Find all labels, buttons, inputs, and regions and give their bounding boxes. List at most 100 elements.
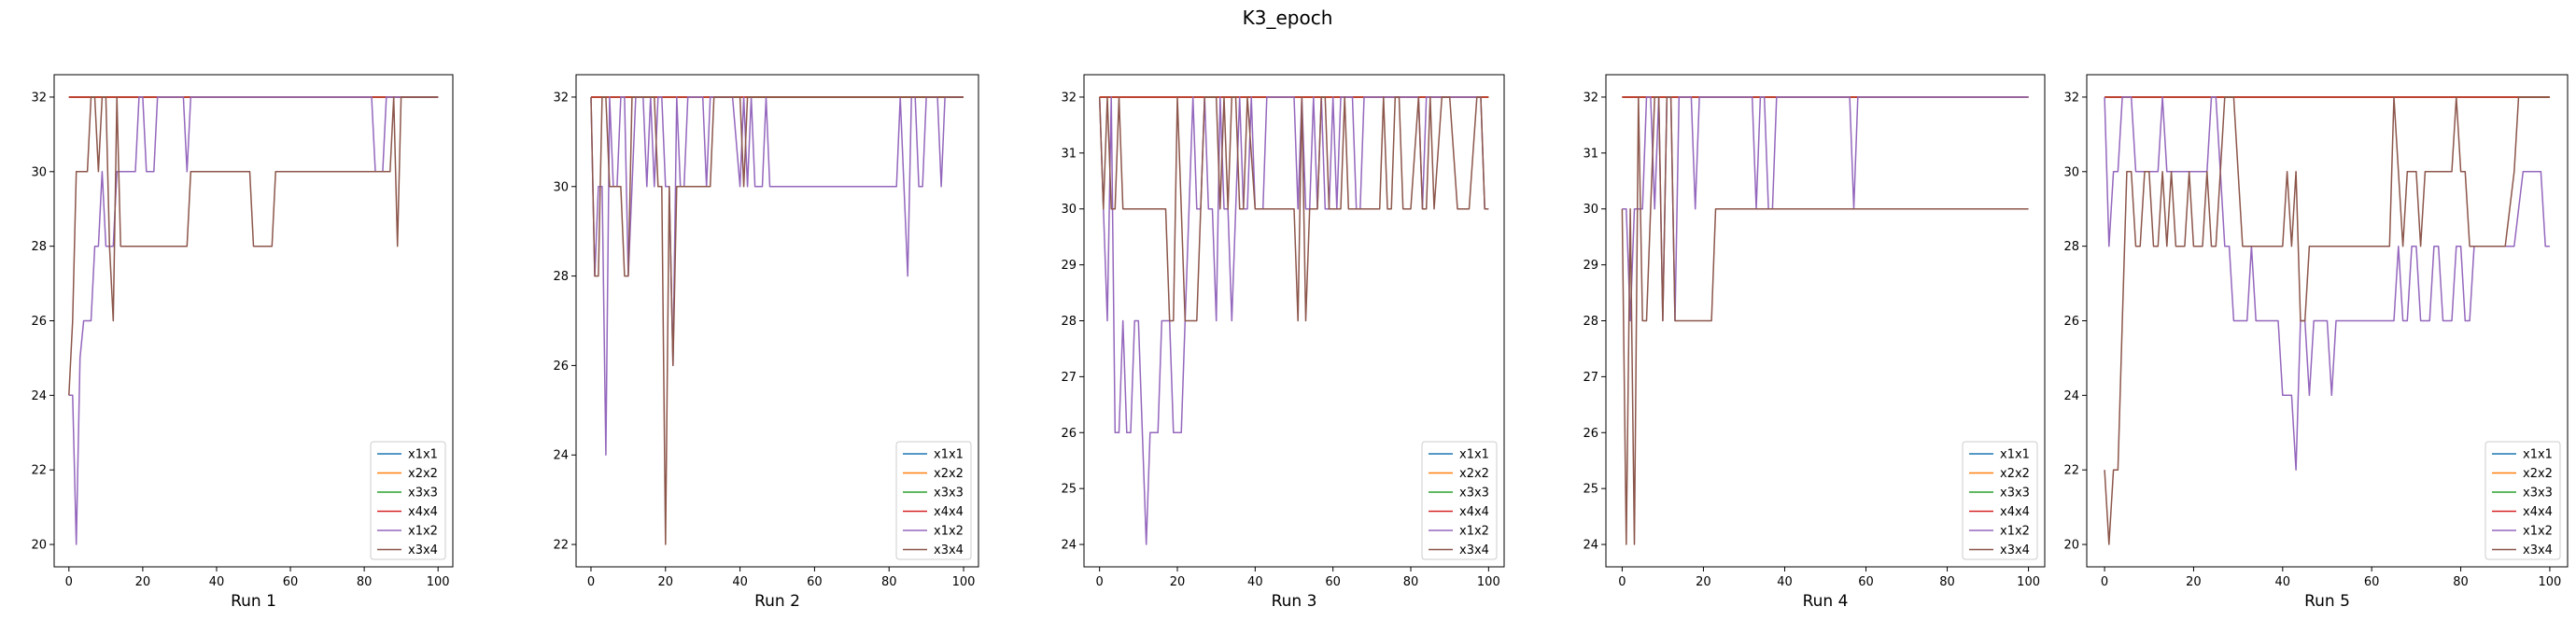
- x-tick-label: 40: [209, 575, 225, 589]
- y-tick-label: 32: [1583, 91, 1598, 105]
- x-tick-label: 60: [1325, 575, 1341, 589]
- legend-label-x3x4: x3x4: [408, 543, 438, 557]
- legend-label-x2x2: x2x2: [1459, 467, 1489, 481]
- legend-label-x1x2: x1x2: [2000, 525, 2030, 539]
- x-tick-label: 0: [1618, 575, 1626, 589]
- y-tick-label: 24: [553, 449, 569, 463]
- x-tick-label: 100: [2017, 575, 2040, 589]
- y-tick-label: 22: [31, 464, 47, 478]
- x-axis-label: Run 4: [1803, 592, 1849, 611]
- y-tick-label: 24: [1583, 539, 1598, 553]
- series-group: [1098, 96, 1489, 545]
- series-line-x3x4: [68, 96, 439, 396]
- subplots-container: 0 20 40 60 80 100 20 22 24 26 28 30 32 Run 1 x1x1 x2x2 x…: [31, 74, 2569, 611]
- series-line-x1x2: [1098, 96, 1489, 545]
- y-tick-label: 28: [1583, 315, 1598, 329]
- x-tick-label: 60: [2364, 575, 2380, 589]
- legend-label-x1x1: x1x1: [2000, 448, 2030, 462]
- y-tick-label: 32: [1061, 91, 1077, 105]
- y-tick-label: 26: [31, 315, 47, 329]
- legend-label-x3x3: x3x3: [1459, 487, 1489, 501]
- legend-label-x1x2: x1x2: [1459, 525, 1489, 539]
- y-tick-label: 30: [1061, 203, 1077, 217]
- x-tick-label: 20: [658, 575, 674, 589]
- x-tick-label: 100: [952, 575, 976, 589]
- x-tick-label: 80: [1403, 575, 1419, 589]
- legend-label-x4x4: x4x4: [934, 505, 964, 519]
- y-tick-label: 22: [2063, 464, 2079, 478]
- series-line-x1x2: [2104, 96, 2550, 471]
- legend: x1x1 x2x2 x3x3 x4x4 x1x2 x3x4: [1962, 441, 2038, 560]
- x-tick-label: 0: [65, 575, 73, 589]
- legend-label-x1x2: x1x2: [2523, 525, 2553, 539]
- y-tick-label: 22: [553, 539, 569, 553]
- series-group: [68, 96, 439, 545]
- x-tick-label: 40: [732, 575, 748, 589]
- series-group: [2104, 96, 2550, 545]
- y-tick-label: 26: [1583, 427, 1598, 441]
- y-tick-label: 20: [2063, 539, 2079, 553]
- x-tick-label: 20: [135, 575, 151, 589]
- x-tick-label: 60: [807, 575, 823, 589]
- series-line-x3x4: [2104, 96, 2550, 545]
- legend-label-x4x4: x4x4: [408, 505, 438, 519]
- legend-label-x2x2: x2x2: [2523, 467, 2553, 481]
- legend: x1x1 x2x2 x3x3 x4x4 x1x2 x3x4: [2485, 441, 2561, 560]
- x-tick-label: 100: [427, 575, 450, 589]
- y-tick-label: 20: [31, 539, 47, 553]
- x-axis-label: Run 1: [231, 592, 276, 611]
- x-tick-label: 0: [1096, 575, 1104, 589]
- x-tick-label: 100: [1477, 575, 1500, 589]
- legend: x1x1 x2x2 x3x3 x4x4 x1x2 x3x4: [370, 441, 446, 560]
- y-tick-label: 25: [1061, 483, 1077, 497]
- legend-label-x3x4: x3x4: [2523, 543, 2553, 557]
- series-line-x1x2: [1622, 96, 2029, 322]
- legend-label-x3x4: x3x4: [934, 543, 964, 557]
- x-tick-label: 60: [1858, 575, 1874, 589]
- y-tick-label: 24: [1061, 539, 1077, 553]
- legend-label-x1x1: x1x1: [2523, 448, 2553, 462]
- legend-label-x3x3: x3x3: [2523, 487, 2553, 501]
- y-tick-label: 31: [1583, 147, 1598, 161]
- legend-label-x3x4: x3x4: [2000, 543, 2030, 557]
- legend-label-x1x1: x1x1: [934, 448, 964, 462]
- y-tick-label: 24: [2063, 389, 2079, 403]
- legend-label-x2x2: x2x2: [934, 467, 964, 481]
- legend-label-x3x3: x3x3: [2000, 487, 2030, 501]
- series-group: [1621, 96, 2029, 545]
- y-tick-label: 26: [553, 360, 569, 374]
- figure-title: K3_epoch: [1243, 7, 1333, 29]
- y-tick-label: 30: [1583, 203, 1598, 217]
- y-tick-label: 32: [2063, 91, 2079, 105]
- legend-label-x1x1: x1x1: [408, 448, 438, 462]
- y-tick-label: 29: [1583, 259, 1598, 273]
- x-tick-label: 20: [2186, 575, 2202, 589]
- series-group: [590, 96, 964, 545]
- legend: x1x1 x2x2 x3x3 x4x4 x1x2 x3x4: [1421, 441, 1498, 560]
- x-tick-label: 80: [2453, 575, 2469, 589]
- y-tick-label: 32: [553, 91, 569, 105]
- series-line-x3x4: [590, 96, 964, 545]
- legend-label-x3x3: x3x3: [408, 487, 438, 501]
- legend-label-x1x1: x1x1: [1459, 448, 1489, 462]
- x-tick-label: 100: [2539, 575, 2562, 589]
- legend-label-x2x2: x2x2: [2000, 467, 2030, 481]
- x-tick-label: 80: [1939, 575, 1955, 589]
- x-axis-label: Run 3: [1272, 592, 1317, 611]
- series-line-x3x4: [1098, 96, 1489, 322]
- x-tick-label: 80: [881, 575, 897, 589]
- y-tick-label: 29: [1061, 259, 1077, 273]
- x-axis-label: Run 5: [2304, 592, 2350, 611]
- y-tick-label: 30: [553, 180, 569, 194]
- legend-label-x3x4: x3x4: [1459, 543, 1489, 557]
- y-tick-label: 25: [1583, 483, 1598, 497]
- x-tick-label: 0: [2101, 575, 2108, 589]
- y-tick-label: 28: [31, 240, 47, 254]
- x-tick-label: 80: [357, 575, 373, 589]
- y-tick-label: 30: [31, 165, 47, 179]
- series-line-x3x4: [1621, 96, 2029, 545]
